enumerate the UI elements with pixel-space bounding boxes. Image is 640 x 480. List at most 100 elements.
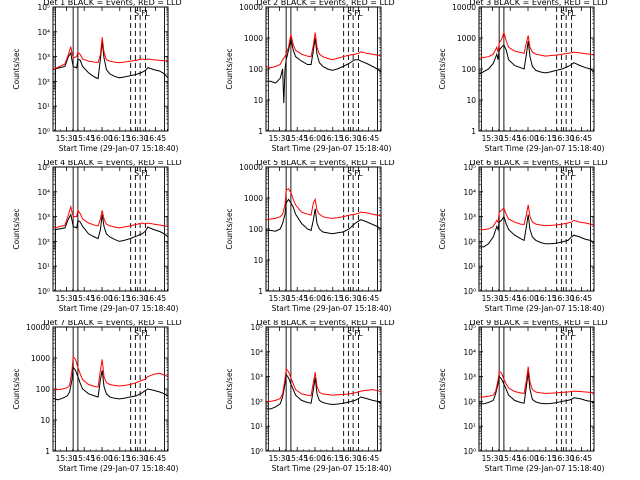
chart-svg-2: Det 2 BLACK = Events, RED = LLD 1 10 100 100… — [225, 0, 395, 153]
y-tick-label: 1 — [471, 127, 476, 136]
marker-label: FL — [141, 329, 150, 338]
x-tick-label: 16:45 — [571, 454, 593, 463]
marker-label: S — [347, 169, 352, 178]
chart-title: Det 5 BLACK = Events, RED = LLD — [256, 160, 394, 167]
series-lld — [52, 355, 169, 391]
marker-label: FL — [354, 9, 363, 18]
x-axis-label: Start Time (29-Jan-07 15:18:40) — [59, 304, 179, 313]
plot-frame — [265, 166, 382, 292]
y-tick-label: 10 — [253, 96, 263, 105]
y-axis-label: Counts/sec — [12, 48, 21, 89]
x-tick-label: 16:00 — [304, 134, 326, 143]
series-lld — [479, 204, 595, 231]
marker-label: S — [560, 169, 565, 178]
chart-svg-6: Det 6 BLACK = Events, RED = LLD 10⁰ 10¹ 10²… — [438, 160, 608, 313]
chart-panel-6: Det 6 BLACK = Events, RED = LLD 10⁰ 10¹ 10²… — [426, 160, 639, 320]
chart-svg-5: Det 5 BLACK = Events, RED = LLD 1 10 100 100… — [225, 160, 395, 313]
chart-svg-9: Det 9 BLACK = Events, RED = LLD 10⁰ 10¹ 10²… — [438, 320, 608, 473]
x-axis-label: Start Time (29-Jan-07 15:18:40) — [485, 144, 605, 153]
series-events — [478, 40, 595, 75]
plot-frame — [52, 6, 169, 132]
chart-svg-3: Det 3 BLACK = Events, RED = LLD 1 10 100 100… — [438, 0, 608, 153]
y-tick-label: 1000 — [31, 354, 50, 363]
plot-frame — [265, 6, 382, 132]
y-tick-label: 10⁴ — [463, 348, 476, 357]
x-tick-label: 16:15 — [322, 294, 344, 303]
x-axis-label: Start Time (29-Jan-07 15:18:40) — [272, 304, 392, 313]
y-tick-label: 10¹ — [250, 422, 263, 431]
y-tick-label: 10000 — [26, 323, 50, 332]
marker-label: S — [134, 329, 139, 338]
y-tick-label: 10² — [250, 397, 263, 406]
x-tick-label: 16:45 — [145, 134, 167, 143]
series-events — [53, 213, 169, 250]
x-tick-label: 16:00 — [91, 134, 113, 143]
series-events — [266, 198, 382, 235]
x-tick-label: 16:30 — [127, 294, 149, 303]
marker-label: S — [134, 169, 139, 178]
y-tick-label: 10¹ — [463, 262, 476, 271]
marker-label: S — [347, 9, 352, 18]
y-tick-label: 10² — [37, 77, 50, 86]
chart-title: Det 4 BLACK = Events, RED = LLD — [43, 160, 181, 167]
marker-label: FL — [567, 9, 576, 18]
y-tick-label: 100 — [462, 65, 477, 74]
x-tick-label: 16:00 — [517, 294, 539, 303]
x-tick-label: 16:00 — [517, 134, 539, 143]
y-tick-label: 10¹ — [37, 262, 50, 271]
x-tick-label: 15:45 — [286, 134, 308, 143]
y-axis-label: Counts/sec — [438, 208, 447, 249]
y-axis-label: Counts/sec — [12, 368, 21, 409]
series-events — [479, 372, 595, 405]
y-tick-label: 10³ — [37, 213, 50, 222]
x-tick-label: 15:30 — [269, 294, 291, 303]
chart-title: Det 2 BLACK = Events, RED = LLD — [256, 0, 394, 7]
x-tick-label: 16:00 — [91, 294, 113, 303]
chart-title: Det 3 BLACK = Events, RED = LLD — [469, 0, 607, 7]
chart-svg-8: Det 8 BLACK = Events, RED = LLD 10⁰ 10¹ 10²… — [225, 320, 395, 473]
y-axis-label: Counts/sec — [12, 208, 21, 249]
y-tick-label: 10⁰ — [37, 287, 50, 296]
y-tick-label: 10³ — [250, 373, 263, 382]
x-axis-label: Start Time (29-Jan-07 15:18:40) — [272, 464, 392, 473]
chart-panel-7: Det 7 BLACK = Events, RED = LLD 1 10 100 100… — [0, 320, 213, 480]
y-tick-label: 10³ — [463, 373, 476, 382]
y-tick-label: 1 — [258, 127, 263, 136]
chart-title: Det 1 BLACK = Events, RED = LLD — [43, 0, 181, 7]
y-tick-label: 10⁰ — [463, 447, 476, 456]
series-events — [266, 373, 382, 410]
x-tick-label: 16:45 — [571, 134, 593, 143]
series-lld — [479, 366, 595, 398]
chart-svg-7: Det 7 BLACK = Events, RED = LLD 1 10 100 100… — [12, 320, 182, 473]
x-axis-label: Start Time (29-Jan-07 15:18:40) — [485, 464, 605, 473]
plot-frame — [52, 326, 169, 452]
x-tick-label: 16:45 — [358, 134, 380, 143]
x-tick-label: 16:00 — [304, 454, 326, 463]
x-tick-label: 15:45 — [499, 134, 521, 143]
chart-panel-2: Det 2 BLACK = Events, RED = LLD 1 10 100 100… — [213, 0, 426, 160]
x-tick-label: 16:00 — [304, 294, 326, 303]
x-axis-label: Start Time (29-Jan-07 15:18:40) — [59, 464, 179, 473]
y-tick-label: 10³ — [463, 213, 476, 222]
x-tick-label: 16:45 — [358, 454, 380, 463]
chart-title: Det 7 BLACK = Events, RED = LLD — [43, 320, 181, 327]
chart-title: Det 9 BLACK = Events, RED = LLD — [469, 320, 607, 327]
y-tick-label: 1000 — [244, 194, 263, 203]
y-tick-label: 10⁵ — [37, 3, 50, 12]
x-tick-label: 16:45 — [145, 454, 167, 463]
marker-label: FL — [354, 169, 363, 178]
x-tick-label: 16:15 — [322, 454, 344, 463]
x-tick-label: 16:45 — [145, 294, 167, 303]
y-tick-label: 10 — [466, 96, 476, 105]
x-tick-label: 16:30 — [340, 134, 362, 143]
x-tick-label: 16:00 — [91, 454, 113, 463]
marker-label: S — [560, 9, 565, 18]
chart-panel-4: Det 4 BLACK = Events, RED = LLD 10⁰ 10¹ 10²… — [0, 160, 213, 320]
marker-label: S — [560, 329, 565, 338]
y-tick-label: 10 — [40, 416, 50, 425]
chart-panel-3: Det 3 BLACK = Events, RED = LLD 1 10 100 100… — [426, 0, 639, 160]
x-tick-label: 16:30 — [127, 134, 149, 143]
y-axis-label: Counts/sec — [225, 368, 234, 409]
y-tick-label: 10¹ — [463, 422, 476, 431]
